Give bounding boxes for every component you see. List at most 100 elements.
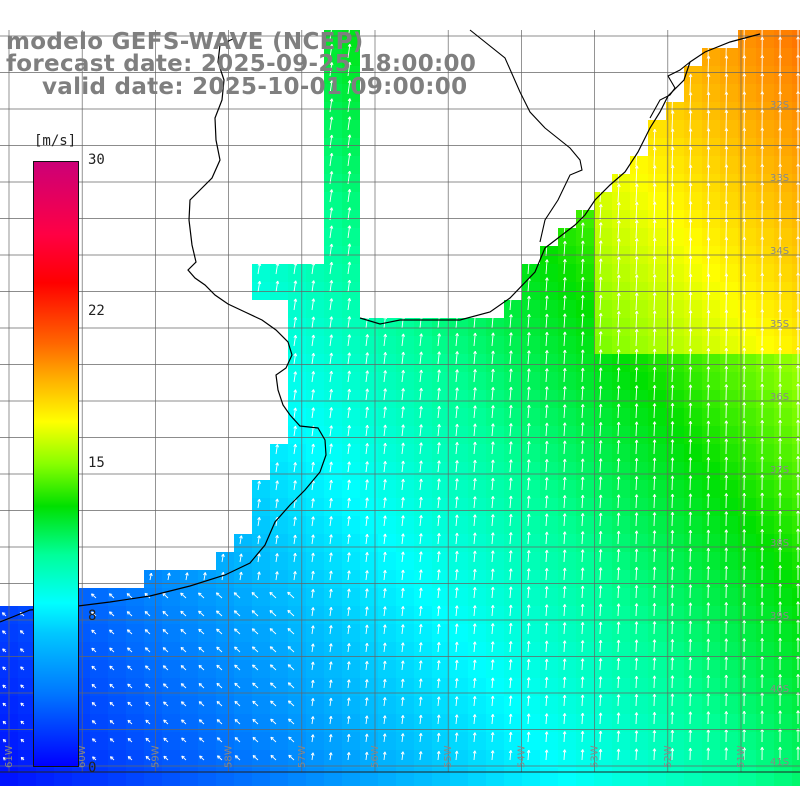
wind-speed-cell: [324, 318, 342, 336]
wind-arrow: [419, 624, 423, 635]
wind-arrow: [234, 682, 241, 689]
wind-speed-cell: [324, 480, 342, 498]
wind-arrow: [454, 696, 459, 707]
wind-arrow: [180, 592, 187, 599]
wind-arrow: [437, 514, 441, 527]
wind-arrow: [437, 369, 441, 383]
wind-arrow: [109, 738, 115, 743]
wind-arrow: [239, 571, 243, 581]
wind-arrow: [328, 752, 333, 761]
wind-speed-cell: [630, 498, 648, 516]
wind-arrow: [472, 587, 477, 599]
wind-speed-cell: [414, 498, 432, 516]
wind-speed-cell: [774, 480, 792, 498]
wind-speed-cell: [468, 678, 486, 696]
wind-speed-cell: [702, 138, 720, 156]
wind-arrow: [145, 701, 151, 707]
wind-speed-cell: [630, 156, 648, 174]
wind-arrow: [347, 497, 351, 509]
wind-arrow: [760, 164, 765, 185]
wind-speed-cell: [540, 462, 558, 480]
wind-speed-cell: [774, 210, 792, 228]
wind-arrow: [527, 368, 531, 383]
wind-speed-cell: [450, 570, 468, 588]
wind-speed-cell: [270, 660, 288, 678]
wind-speed-cell: [234, 624, 252, 642]
longitude-label: 59W: [150, 745, 161, 768]
wind-speed-cell: [324, 696, 342, 714]
wind-speed-cell: [234, 696, 252, 714]
wind-arrow: [760, 438, 764, 455]
wind-arrow: [491, 368, 495, 383]
wind-speed-cell: [396, 696, 414, 714]
wind-speed-cell: [594, 606, 612, 624]
wind-speed-cell: [306, 462, 324, 480]
wind-arrow: [311, 371, 316, 383]
wind-speed-cell: [612, 300, 630, 318]
wind-speed-cell: [252, 606, 270, 624]
wind-speed-cell: [792, 498, 800, 516]
wind-speed-cell: [342, 228, 360, 246]
wind-speed-cell: [738, 300, 756, 318]
wind-speed-cell: [288, 390, 306, 408]
wind-arrow: [311, 534, 315, 545]
wind-speed-cell: [36, 768, 54, 786]
wind-arrow: [180, 665, 187, 671]
wind-speed-cell: [468, 768, 486, 786]
wind-speed-cell: [666, 444, 684, 462]
wind-speed-cell: [450, 750, 468, 768]
wind-arrow: [490, 568, 495, 581]
wind-arrow: [436, 732, 441, 743]
wind-arrow: [724, 255, 729, 275]
wind-arrow: [293, 516, 297, 527]
wind-arrow: [634, 348, 639, 365]
wind-speed-cell: [540, 768, 558, 786]
wind-speed-cell: [324, 516, 342, 534]
wind-speed-cell: [630, 588, 648, 606]
wind-arrow: [473, 369, 477, 383]
wind-arrow: [239, 535, 243, 545]
wind-speed-cell: [342, 570, 360, 588]
wind-speed-cell: [756, 300, 774, 318]
wind-arrow: [526, 495, 531, 509]
wind-arrow: [598, 621, 603, 635]
wind-speed-cell: [396, 534, 414, 552]
wind-arrow: [724, 475, 729, 491]
wind-speed-cell: [468, 714, 486, 732]
wind-speed-cell: [756, 516, 774, 534]
wind-arrow: [454, 641, 459, 653]
wind-arrow: [365, 661, 369, 671]
wind-arrow: [670, 328, 675, 347]
wind-speed-cell: [720, 498, 738, 516]
wind-arrow: [419, 333, 423, 347]
wind-speed-cell: [612, 354, 630, 372]
wind-speed-cell: [540, 264, 558, 282]
wind-arrow: [670, 639, 675, 653]
wind-arrow: [347, 515, 351, 527]
wind-speed-cell: [504, 642, 522, 660]
wind-speed-cell: [450, 336, 468, 354]
wind-speed-cell: [378, 426, 396, 444]
wind-arrow: [670, 348, 675, 365]
wind-arrow: [616, 292, 621, 311]
wind-arrow: [329, 389, 333, 401]
wind-speed-cell: [342, 714, 360, 732]
wind-speed-cell: [396, 732, 414, 750]
wind-arrow: [760, 200, 765, 221]
wind-arrow: [293, 480, 297, 491]
wind-arrow: [509, 350, 513, 365]
wind-speed-cell: [126, 768, 144, 786]
wind-speed-cell: [666, 678, 684, 696]
wind-arrow: [706, 675, 711, 689]
wind-speed-cell: [306, 282, 324, 300]
wind-arrow: [796, 637, 800, 653]
wind-arrow: [329, 116, 334, 131]
wind-speed-cell: [774, 300, 792, 318]
wind-speed-cell: [630, 750, 648, 768]
wind-arrow: [562, 349, 567, 365]
wind-arrow: [706, 584, 711, 599]
wind-arrow: [652, 457, 657, 473]
wind-arrow: [436, 696, 441, 707]
wind-arrow: [688, 255, 693, 275]
wind-arrow: [598, 331, 603, 347]
